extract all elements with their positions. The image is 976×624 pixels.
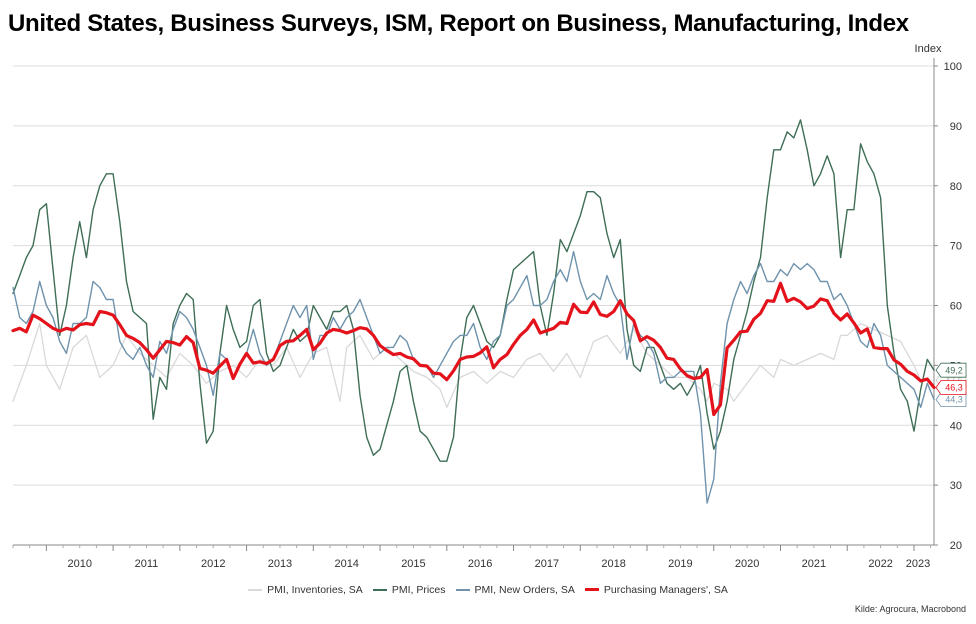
- x-tick-label: 2017: [535, 558, 559, 570]
- legend-swatch: [372, 589, 387, 591]
- end-label-box: [935, 362, 967, 378]
- end-labels: 47,549,244,346,3: [935, 362, 967, 407]
- y-tick-label: 100: [944, 61, 962, 73]
- end-label-4: 46,3: [935, 380, 967, 395]
- x-tick-label: 2023: [906, 558, 930, 570]
- x-tick-label: 2012: [201, 558, 225, 570]
- x-tick-label: 2020: [735, 558, 759, 570]
- series-line-4: [11, 281, 936, 417]
- chart-title: United States, Business Surveys, ISM, Re…: [8, 10, 909, 37]
- y-axis-label: Index: [915, 43, 942, 55]
- series-line-3: [12, 250, 935, 504]
- y-tick-label: 40: [950, 420, 962, 432]
- y-tick-label: 60: [950, 301, 962, 313]
- y-tick-label: 70: [950, 241, 962, 253]
- series-lines: [11, 119, 936, 504]
- legend-swatch: [248, 589, 263, 591]
- legend-label: PMI, Inventories, SA: [267, 584, 363, 596]
- x-tick-label: 2014: [334, 558, 358, 570]
- y-tick-label: 30: [950, 480, 962, 492]
- y-tick-label: 90: [950, 121, 962, 133]
- x-tick-label: 2011: [135, 558, 159, 570]
- legend-item: PMI, Inventories, SA: [248, 584, 363, 596]
- x-tick-label: 2016: [468, 558, 492, 570]
- legend-item: PMI, New Orders, SA: [455, 584, 575, 596]
- end-label-box: [935, 380, 967, 395]
- end-label-text: 46,3: [945, 383, 963, 393]
- x-tick-label: 2018: [601, 558, 625, 570]
- legend-label: Purchasing Managers', SA: [603, 583, 728, 596]
- source-note: Kilde: Agrocura, Macrobond: [854, 604, 966, 614]
- legend-label: PMI, Prices: [391, 584, 446, 596]
- x-tick-label: 2010: [67, 558, 91, 570]
- x-tick-label: 2019: [668, 558, 692, 570]
- x-axis: 2010 2011 2012 2013 2014 2015 2016 2017 2018 2019…: [12, 544, 934, 570]
- legend-item: PMI, Prices: [372, 584, 446, 596]
- legend-swatch: [455, 589, 470, 591]
- legend-item: Purchasing Managers', SA: [584, 583, 728, 596]
- y-tick-label: 80: [950, 181, 962, 193]
- legend-label: PMI, New Orders, SA: [474, 584, 575, 596]
- y-tick-label: 20: [950, 540, 962, 552]
- end-label-text: 49,2: [945, 365, 963, 375]
- x-tick-label: 2013: [268, 558, 292, 570]
- series-line-2: [12, 119, 935, 462]
- x-tick-label: 2015: [401, 558, 425, 570]
- y-axis: 2030405060708090100Index: [915, 43, 962, 552]
- legend-swatch: [584, 588, 599, 591]
- x-tick-label: 2022: [868, 558, 892, 570]
- legend: PMI, Inventories, SA PMI, Prices PMI, New …: [0, 582, 976, 596]
- end-label-2: 49,2: [935, 362, 967, 378]
- x-tick-label: 2021: [802, 558, 826, 570]
- end-label-text: 44,3: [945, 395, 963, 405]
